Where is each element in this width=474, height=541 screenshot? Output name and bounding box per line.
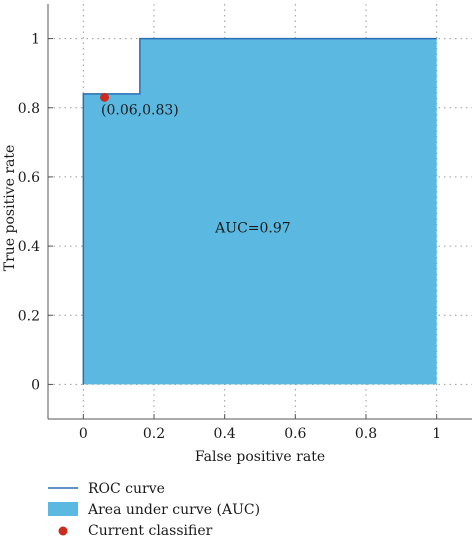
annotation-layer: (0.06,0.83) AUC=0.97 (101, 103, 291, 237)
y-tick-label: 0 (31, 377, 40, 393)
legend-point-swatch (58, 526, 68, 536)
x-axis-title: False positive rate (195, 449, 325, 465)
x-tick-label: 0.8 (355, 426, 377, 442)
x-tick-label: 0.2 (143, 426, 165, 442)
x-tick-label: 0.6 (284, 426, 306, 442)
ticks-layer: 0 0.2 0.4 0.6 0.8 1 0 0.2 0.4 0.6 0.8 1 (18, 32, 441, 442)
legend-area-swatch (48, 502, 78, 516)
x-tick-label: 1 (432, 426, 441, 442)
legend-roc-label: ROC curve (88, 481, 165, 497)
y-axis-title: True positive rate (2, 145, 18, 272)
y-tick-label: 0.4 (18, 239, 40, 255)
legend-area-label: Area under curve (AUC) (87, 502, 260, 518)
area-layer (82, 37, 437, 385)
current-classifier-point (100, 92, 110, 102)
axes-layer (47, 4, 472, 420)
x-tick-label: 0.4 (214, 426, 236, 442)
y-tick-label: 0.2 (18, 308, 40, 324)
auc-area (83, 38, 437, 385)
point-annotation: (0.06,0.83) (101, 103, 179, 119)
x-tick-label: 0 (79, 426, 88, 442)
legend-point-label: Current classifier (88, 523, 213, 537)
legend: ROC curve Area under curve (AUC) Current… (48, 481, 260, 539)
y-tick-label: 0.8 (18, 101, 40, 117)
roc-curve-line (82, 37, 437, 385)
auc-annotation: AUC=0.97 (214, 220, 291, 236)
y-tick-label: 0.6 (18, 170, 40, 186)
y-tick-label: 1 (31, 32, 40, 48)
